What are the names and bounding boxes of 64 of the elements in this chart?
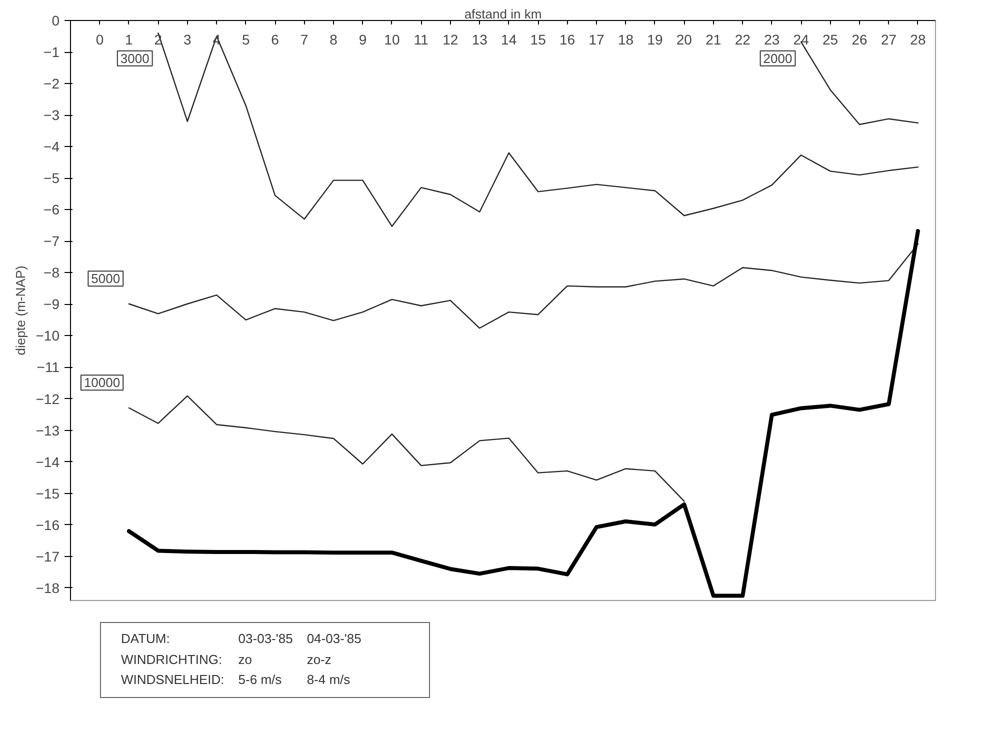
y-tick-label: −9	[44, 296, 60, 312]
y-tick-label: −11	[36, 359, 60, 376]
text: 8-4 m/s	[306, 671, 352, 690]
y-tick-label: −17	[36, 548, 60, 564]
x-tick-label: 15	[530, 32, 546, 48]
text: zo-z	[306, 650, 332, 669]
series-label: 10000	[84, 375, 120, 390]
y-tick-label: −3	[44, 107, 60, 124]
text: WINDRICHTING:	[121, 650, 224, 669]
x-tick-label: 26	[852, 32, 868, 48]
x-tick-label: 0	[96, 32, 104, 48]
text: WINDSNELHEID:	[121, 671, 226, 690]
x-tick-label: 20	[676, 32, 692, 48]
text: 03-03-'85	[238, 630, 294, 648]
x-tick-label: 9	[358, 32, 367, 48]
y-tick-label: 0	[52, 12, 60, 28]
y-tick-label: −1	[44, 44, 60, 60]
y-tick-label: −18	[36, 580, 60, 596]
text: zo	[238, 650, 254, 669]
y-tick-label: −10	[36, 328, 60, 344]
y-tick-label: −6	[44, 202, 60, 218]
y-axis-title: diepte (m-NAP)	[12, 266, 28, 356]
x-tick-label: 7	[300, 32, 308, 48]
y-tick-label: −15	[36, 485, 60, 502]
text: DATUM:	[121, 630, 171, 648]
series-label: 2000	[763, 50, 792, 66]
line-series	[126, 229, 920, 598]
y-tick-label: −8	[44, 264, 60, 281]
x-tick-label: 23	[764, 32, 780, 48]
x-axis-title: afstand in km	[464, 6, 542, 22]
y-tick-label: −7	[44, 233, 60, 250]
x-tick-label: 28	[910, 32, 926, 48]
y-tick-label: −2	[44, 76, 60, 92]
x-tick-label: 19	[647, 32, 663, 48]
text: 5-6 m/s	[238, 671, 283, 690]
x-tick-label: 1	[125, 32, 134, 48]
x-tick-label: 11	[414, 32, 429, 48]
series-label: 5000	[91, 271, 120, 286]
x-tick-label: 6	[271, 32, 280, 48]
y-tick-label: −12	[36, 390, 60, 407]
y-tick-label: −4	[44, 138, 60, 155]
x-tick-label: 16	[560, 32, 576, 48]
y-tick-label: −5	[44, 170, 60, 186]
y-tick-label: −16	[36, 516, 60, 533]
x-tick-label: 10	[384, 32, 400, 48]
line-series	[128, 395, 685, 502]
x-tick-label: 5	[242, 32, 250, 48]
y-tick-label: −13	[36, 422, 60, 438]
x-tick-label: 25	[822, 32, 838, 48]
x-tick-label: 21	[706, 32, 722, 48]
x-tick-label: 14	[501, 32, 517, 48]
x-tick-label: 24	[793, 32, 810, 48]
x-tick-label: 12	[442, 32, 458, 48]
line-series	[128, 243, 919, 329]
y-tick-label: −14	[36, 454, 60, 470]
x-tick-label: 13	[472, 32, 488, 48]
x-tick-label: 17	[588, 32, 605, 48]
text: 04-03-'85	[306, 630, 362, 648]
x-tick-label: 22	[734, 32, 751, 48]
x-tick-label: 3	[184, 32, 192, 48]
x-tick-label: 18	[618, 32, 634, 48]
x-tick-label: 27	[880, 32, 897, 48]
series-label: 3000	[120, 50, 150, 66]
x-tick-label: 8	[330, 32, 338, 48]
